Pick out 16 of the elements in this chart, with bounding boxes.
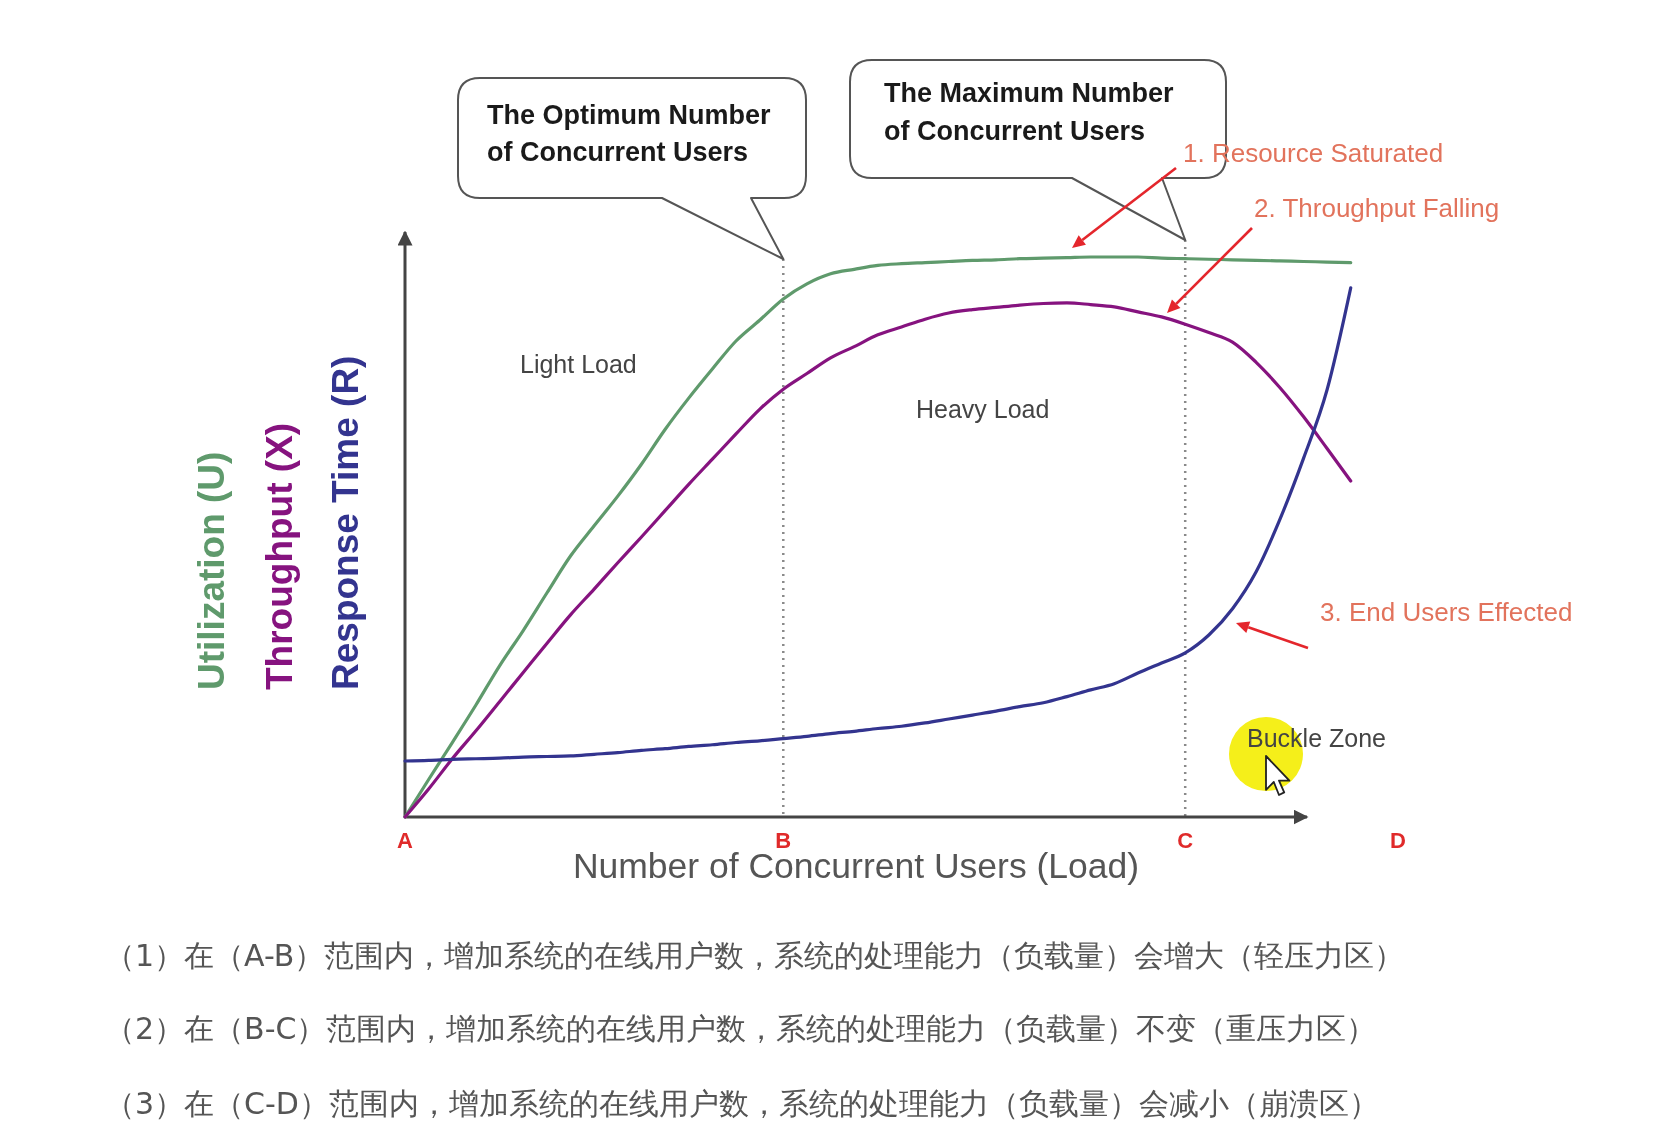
text: Response Time (R) (325, 355, 366, 690)
text: Throughput (X) (259, 422, 300, 690)
x-tick-label: A (397, 828, 414, 853)
x-tick-label: C (1177, 828, 1194, 853)
text: （1）在（A-B）范围内，增加系统的在线用户数，系统的处理能力（负载量）会增大（轻压力区） (105, 938, 1405, 973)
annotation: Light Load (520, 350, 637, 378)
x-tick-label: B (775, 828, 792, 853)
annotation: Heavy Load (916, 395, 1050, 423)
text: Utilization (U) (191, 451, 232, 690)
text: （2）在（B-C）范围内，增加系统的在线用户数，系统的处理能力（负载量）不变（重压力区） (105, 1011, 1377, 1046)
x-tick-label: D (1390, 828, 1406, 853)
annotation: 3. End Users Effected (1320, 597, 1573, 627)
text: （3）在（C-D）范围内，增加系统的在线用户数，系统的处理能力（负载量）会减小（崩溃区） (105, 1086, 1379, 1121)
text: 2. Throughput Falling (1254, 193, 1500, 223)
text: The Maximum Number of Concurrent Users (884, 78, 1175, 146)
text: The Optimum Number of Concurrent Users (487, 100, 772, 167)
